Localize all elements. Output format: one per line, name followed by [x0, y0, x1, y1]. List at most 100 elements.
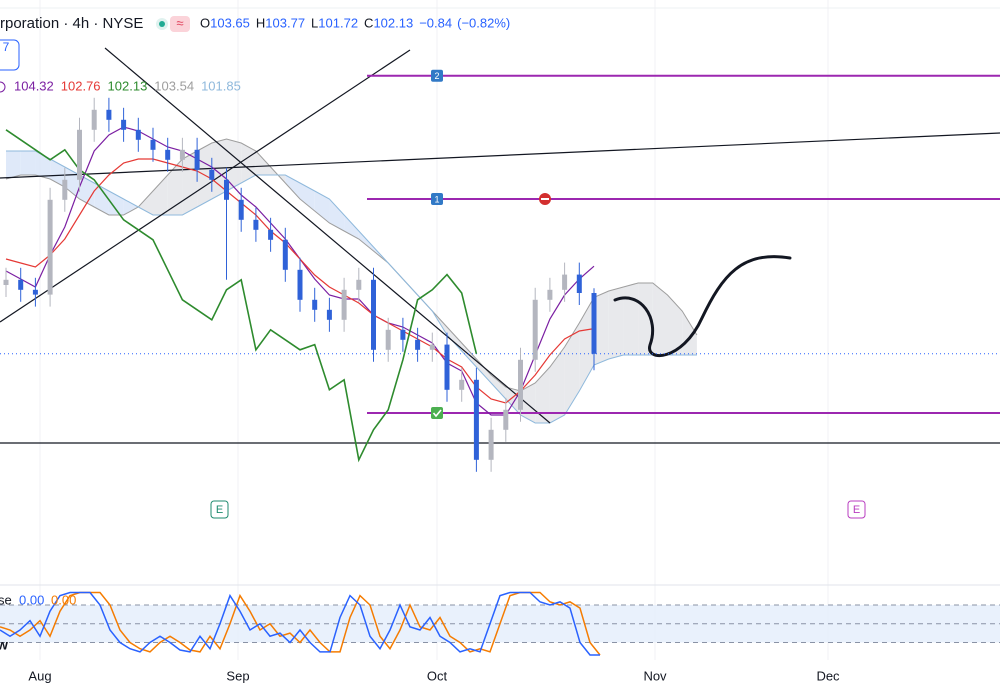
- badge: 7: [3, 40, 10, 54]
- span-a-line: [5, 138, 698, 392]
- check-badge: [431, 407, 443, 419]
- x-tick-label: Nov: [643, 668, 667, 683]
- candle-body: [135, 129, 141, 140]
- cloud-fill: [344, 215, 359, 239]
- earnings-box[interactable]: [847, 500, 866, 519]
- candle-body: [268, 229, 274, 240]
- header-value: −0.84: [419, 15, 452, 30]
- legend-value: 102.76: [61, 78, 101, 93]
- x-tick-label: Aug: [28, 668, 51, 683]
- candle-body: [150, 139, 156, 150]
- cloud-fill: [652, 283, 668, 355]
- candle-body: [400, 329, 406, 340]
- legend-value: 103.54: [154, 78, 194, 93]
- cloud-fill: [300, 183, 315, 211]
- candle-body: [297, 269, 303, 300]
- cloud-fill: [329, 199, 345, 231]
- candle-body: [591, 293, 597, 354]
- cloud-fill: [50, 159, 65, 187]
- stoch-label: se: [0, 592, 12, 607]
- cloud-fill: [123, 199, 139, 215]
- candle-body: [503, 409, 509, 430]
- candle-body: [224, 179, 229, 200]
- cloud-fill: [241, 143, 256, 183]
- trendline: [104, 47, 551, 424]
- candle-body: [91, 109, 97, 130]
- candle-body: [562, 274, 568, 290]
- trendline: [0, 132, 1000, 179]
- cloud-fill: [667, 295, 683, 355]
- candle-body: [238, 199, 244, 220]
- cloud-fill: [535, 367, 550, 423]
- level-badge: [431, 193, 443, 205]
- span-b-line: [6, 150, 697, 424]
- status-dot: [159, 21, 165, 27]
- ichimoku-cloud: [5, 138, 698, 424]
- candle-body: [32, 289, 38, 295]
- drawings: [0, 47, 1000, 424]
- candle-body: [385, 329, 391, 350]
- cloud-fill: [491, 375, 506, 399]
- header-value: 101.72: [318, 15, 358, 30]
- candle-body: [459, 379, 465, 390]
- cloud-fill: [579, 297, 594, 391]
- candle-body: [165, 149, 171, 160]
- earnings: E: [853, 504, 860, 516]
- candle-body: [3, 279, 9, 285]
- stoch-line: [0, 591, 600, 656]
- cloud-fill: [226, 139, 242, 191]
- grid: [0, 0, 1000, 660]
- cloud-fill: [108, 191, 124, 215]
- candle-body: [341, 289, 347, 320]
- candle-body: [518, 359, 523, 410]
- level-label: 2: [434, 71, 439, 81]
- cloud-fill: [608, 287, 624, 359]
- cloud-fill: [314, 191, 330, 223]
- candle-body: [282, 239, 288, 270]
- candle-body: [415, 339, 421, 350]
- legend-icon: [0, 81, 6, 93]
- x-tick-label: Dec: [816, 668, 840, 683]
- labels: rporation · 4h · NYSE 7 E E O 103.65 H 103.…: [0, 15, 866, 683]
- candle-body: [209, 169, 215, 180]
- cloud-fill: [79, 175, 95, 207]
- cloud-fill: [476, 359, 492, 383]
- levels: 21: [0, 69, 1000, 444]
- earnings-box[interactable]: [210, 500, 229, 519]
- cloud-fill: [94, 183, 109, 215]
- candle-body: [106, 109, 112, 120]
- cloud-fill: [594, 291, 609, 365]
- x-tick-label: Sep: [226, 668, 249, 683]
- stoch-k-value: 0.00: [19, 592, 44, 607]
- cloud-fill: [255, 151, 271, 175]
- candle-body: [488, 429, 494, 460]
- stoch-d-value: 0.00: [51, 592, 76, 607]
- x-tick-label: Oct: [427, 668, 448, 683]
- trendline: [0, 49, 411, 323]
- cloud-fill: [549, 347, 565, 423]
- candle-body: [532, 299, 538, 360]
- stoch-side-label: w: [0, 637, 8, 653]
- cloud-fill: [638, 283, 653, 355]
- header-value: C: [364, 15, 373, 30]
- candle-body: [194, 149, 200, 170]
- candle-body: [326, 309, 332, 320]
- candle-body: [429, 344, 435, 350]
- header-value: L: [311, 15, 318, 30]
- header-value: 102.13: [373, 15, 413, 30]
- cloud-fill: [6, 151, 21, 179]
- candle-body: [179, 149, 185, 160]
- badge-box[interactable]: [0, 39, 20, 71]
- legend-value: 104.32: [14, 78, 54, 93]
- candle-body: [547, 289, 553, 300]
- stoch-line: [0, 591, 601, 656]
- candles: [3, 97, 597, 472]
- level-label: 1: [434, 194, 439, 204]
- header-value: 103.77: [265, 15, 305, 30]
- stoch-pane: se 0.00 0.00 w: [0, 591, 1000, 656]
- cloud-fill: [20, 151, 36, 175]
- candle-body: [371, 279, 376, 350]
- cloud-fill: [153, 175, 168, 215]
